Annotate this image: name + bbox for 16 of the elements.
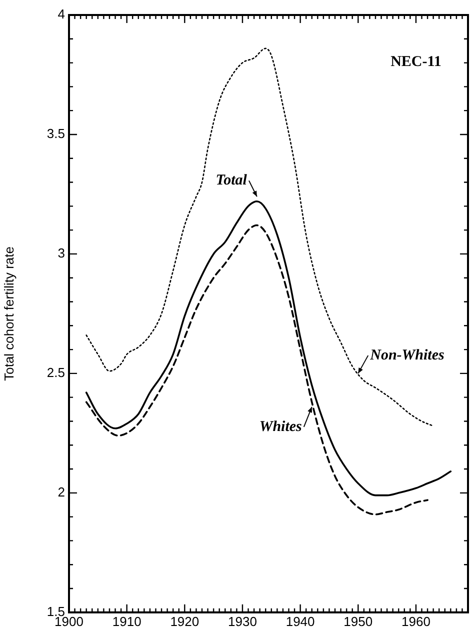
x-tick-label: 1960 — [401, 614, 430, 629]
y-tick-label: 2 — [58, 484, 65, 500]
x-tick-label: 1940 — [286, 614, 315, 629]
y-tick-label: 3.5 — [46, 126, 65, 142]
y-tick-label: 2.5 — [46, 365, 65, 380]
x-tick-label: 1920 — [170, 614, 200, 629]
annotation: NEC-11 — [390, 54, 442, 70]
y-axis-title: Total cohort fertility rate — [1, 246, 16, 381]
x-tick-label: 1950 — [344, 614, 373, 629]
annotation: Whites — [259, 418, 302, 435]
x-tick-label: 1910 — [112, 614, 142, 629]
y-tick-label: 3 — [58, 246, 65, 261]
x-tick-label: 1930 — [228, 614, 257, 629]
annotation: Non-Whites — [369, 347, 444, 364]
annotation: Total — [216, 172, 248, 188]
y-tick-label: 4 — [58, 6, 65, 22]
